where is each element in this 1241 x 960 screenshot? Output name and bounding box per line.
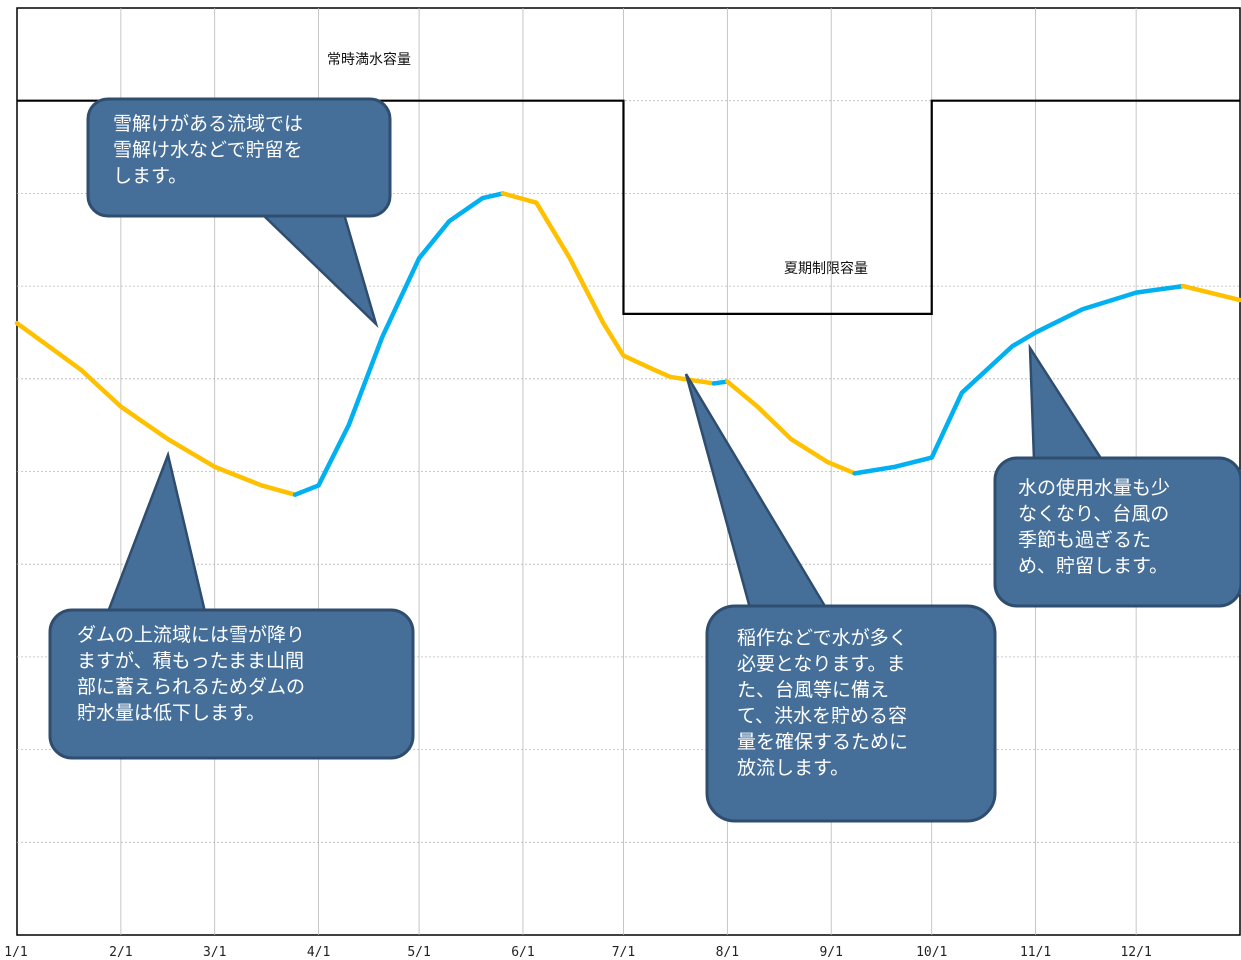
- callout-snowmelt-text: 雪解けがある流域では 雪解け水などで貯留を します。: [113, 113, 304, 187]
- x-tick-label: 12/1: [1120, 945, 1151, 960]
- x-tick-label: 9/1: [819, 945, 842, 960]
- x-tick-label: 1/1: [4, 945, 27, 960]
- capacity-label-normal: 常時満水容量: [327, 51, 411, 68]
- callout-box-winter: [48, 608, 415, 760]
- capacity-label-summer: 夏期制限容量: [784, 260, 868, 277]
- storage-segment-storage: [500, 191, 717, 386]
- storage-segment-release: [852, 283, 1186, 476]
- storage-segment-release: [292, 191, 506, 497]
- pointer-winter: [106, 450, 207, 614]
- storage-layer: [14, 191, 1241, 497]
- storage-segment-storage: [725, 379, 857, 476]
- callout-summer-text: 稲作などで水が多く 必要となります。ま た、台風等に備え て、洪水を貯める容 量…: [737, 627, 909, 779]
- pointer-autumn: [1028, 343, 1105, 462]
- capacity-line: [17, 99, 1240, 316]
- callout-winter-text: ダムの上流域には雪が降り ますが、積もったまま山間 部に蓄えられるためダムの 貯…: [77, 624, 306, 724]
- x-tick-label: 10/1: [916, 945, 947, 960]
- x-tick-labels: 1/1 2/1 3/1 4/1 5/1 6/1 7/1 8/1 9/1 10/1 11/1 12/1: [4, 945, 1152, 960]
- x-tick-label: 3/1: [203, 945, 226, 960]
- storage-segment-release: [711, 379, 730, 386]
- x-tick-label: 4/1: [307, 945, 330, 960]
- x-tick-label: 7/1: [612, 945, 635, 960]
- x-tick-label: 11/1: [1020, 945, 1051, 960]
- callout-boxes: [48, 97, 1241, 823]
- pointer-snowmelt: [258, 212, 379, 329]
- x-tick-label: 5/1: [407, 945, 430, 960]
- callout-box-summer: [705, 604, 997, 823]
- callout-pointers: [106, 212, 1105, 614]
- storage-segment-storage: [14, 320, 298, 497]
- callout-box-snowmelt: [86, 97, 392, 218]
- callout-autumn-text: 水の使用水量も少 なくなり、台風の 季節も過ぎるた め、貯留します。: [1018, 477, 1171, 577]
- storage-segment-storage: [1180, 283, 1241, 303]
- callout-box-autumn: [993, 456, 1241, 608]
- x-tick-label: 2/1: [109, 945, 132, 960]
- pointer-summer-a: [684, 373, 829, 610]
- x-tick-label: 6/1: [511, 945, 534, 960]
- x-tick-label: 8/1: [716, 945, 739, 960]
